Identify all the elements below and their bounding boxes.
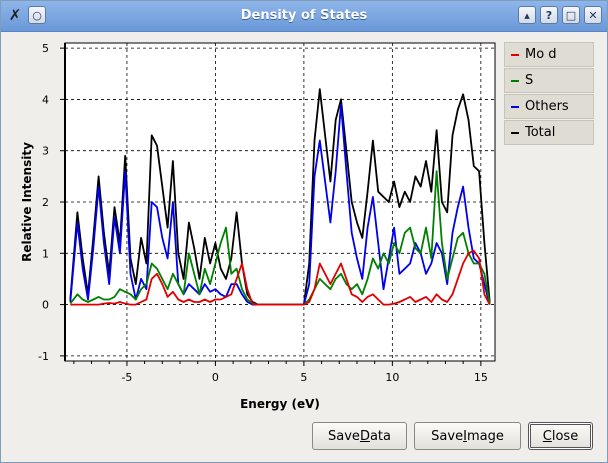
x-tools-icon[interactable]: ✗ [8,6,22,24]
legend-item: S [504,68,594,93]
legend-label: Mo d [525,47,557,62]
legend-label: S [525,73,534,88]
plot-area: -5 0 5 10 15 -1 0 1 2 3 4 5 Energy (eV) Relative Inte… [1,32,607,417]
close-label-post: lose [551,428,579,444]
save-data-mnemonic: D [359,428,370,444]
legend-swatch [511,53,519,56]
save-image-mnemonic: I [463,428,467,444]
x-tick-label: 10 [385,371,399,384]
window-menu-button[interactable]: ○ [28,6,46,24]
legend-label: Others [525,99,569,114]
minimize-button[interactable]: ▴ [518,6,536,24]
legend-swatch [511,79,519,82]
y-tick-label: 4 [42,93,49,106]
x-tick-label: 0 [212,371,219,384]
legend-item: Total [504,120,594,145]
legend-swatch [511,105,519,108]
save-data-label-post: ata [369,428,391,444]
y-tick-label: 5 [42,42,49,55]
save-image-label-post: mage [466,428,504,444]
y-tick-label: 3 [42,145,49,158]
y-tick-label: 0 [42,299,49,312]
legend-item: Others [504,94,594,119]
title-bar[interactable]: ✗ ○ Density of States ▴ ? □ ✕ [1,1,607,32]
y-tick-label: -1 [38,350,49,363]
maximize-button[interactable]: □ [562,6,580,24]
help-button[interactable]: ? [540,6,558,24]
y-tick-label: 2 [42,196,49,209]
y-tick-label: 1 [42,247,49,260]
legend-label: Total [525,125,556,140]
close-mnemonic: C [542,428,552,444]
series-line-mo-d [70,249,491,306]
y-axis-label: Relative Intensity [20,142,34,262]
x-tick-label: 5 [300,371,307,384]
legend-swatch [511,131,519,134]
plot-background [64,42,496,362]
x-tick-label: -5 [121,371,132,384]
save-image-label-pre: Save [431,428,464,444]
dos-chart: -5 0 5 10 15 -1 0 1 2 3 4 5 Energy (eV) Relative Inte… [20,42,496,411]
legend-item: Mo d [504,42,594,67]
close-window-button[interactable]: ✕ [584,6,602,24]
legend: Mo d S Others Total [504,42,594,146]
window-title: Density of States [240,8,368,23]
x-axis-label: Energy (eV) [240,397,320,411]
save-data-label-pre: Save [328,428,360,444]
x-tick-label: 15 [474,371,488,384]
